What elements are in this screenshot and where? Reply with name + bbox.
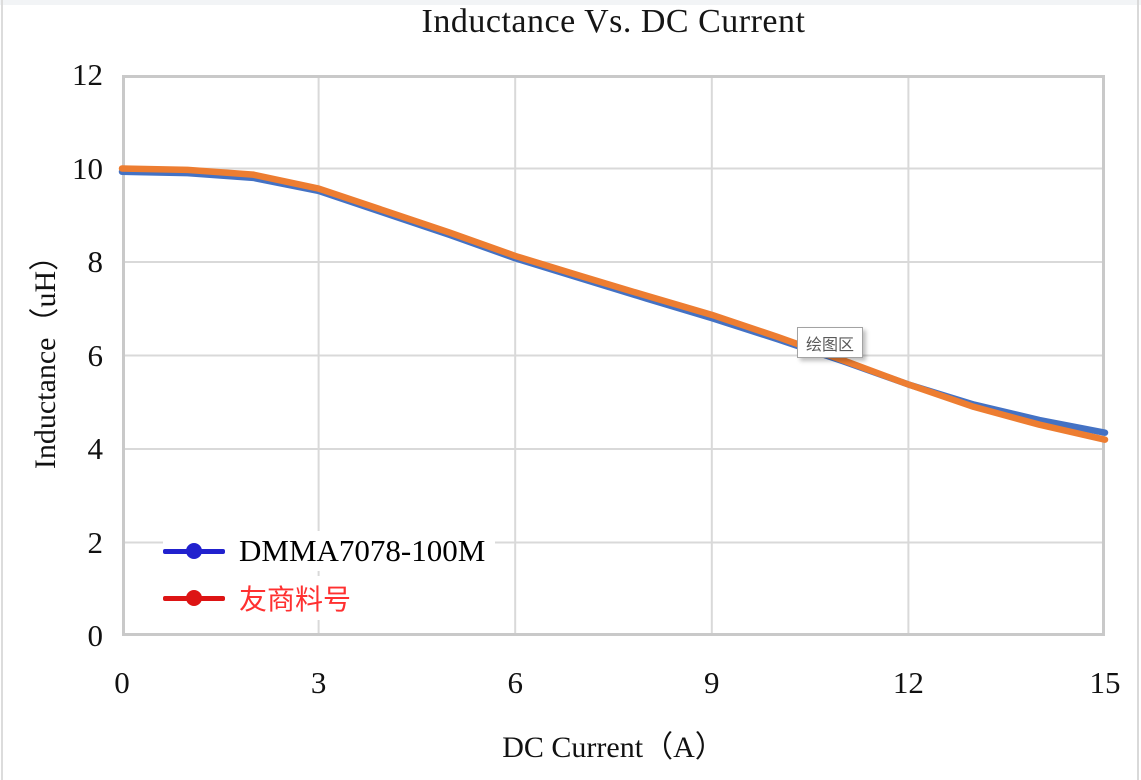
tooltip-text: 绘图区 (805, 336, 854, 354)
window-left-border (1, 0, 3, 780)
y-tick-label: 4 (87, 431, 104, 466)
chart-title: Inductance Vs. DC Current (421, 3, 806, 40)
legend: DMMA7078-100M 友商料号 (163, 531, 496, 625)
window-right-border (1137, 0, 1139, 780)
series-line-0[interactable] (118, 168, 1109, 436)
y-tick-label: 10 (72, 150, 103, 186)
x-tick-label: 6 (507, 665, 523, 700)
x-tick-label: 15 (1089, 665, 1121, 700)
legend-line-marker-icon (163, 542, 225, 560)
legend-entry-dmma7078[interactable]: DMMA7078-100M (163, 531, 496, 571)
y-axis-title: Inductance（uH） (29, 240, 62, 470)
x-axis-title: DC Current（A） (502, 731, 725, 764)
legend-line-marker-icon (163, 589, 225, 607)
y-tick-label: 6 (87, 337, 104, 373)
x-tick-label: 12 (892, 665, 924, 700)
y-tick-label: 2 (87, 524, 104, 560)
legend-entry-competitor[interactable]: 友商料号 (163, 576, 496, 620)
x-tick-label: 0 (114, 665, 130, 700)
series-line-1[interactable] (118, 165, 1109, 443)
x-tick-label: 3 (310, 665, 327, 700)
plot-area-tooltip: 绘图区 (797, 327, 863, 358)
plot-border (122, 75, 1105, 636)
y-tick-label: 8 (87, 244, 104, 279)
y-tick-label: 0 (87, 618, 104, 653)
y-tick-label: 12 (72, 57, 103, 92)
legend-label: DMMA7078-100M (239, 533, 486, 568)
legend-label: 友商料号 (239, 584, 352, 615)
window-top-strip (0, 0, 1141, 5)
x-tick-label: 9 (704, 665, 720, 700)
